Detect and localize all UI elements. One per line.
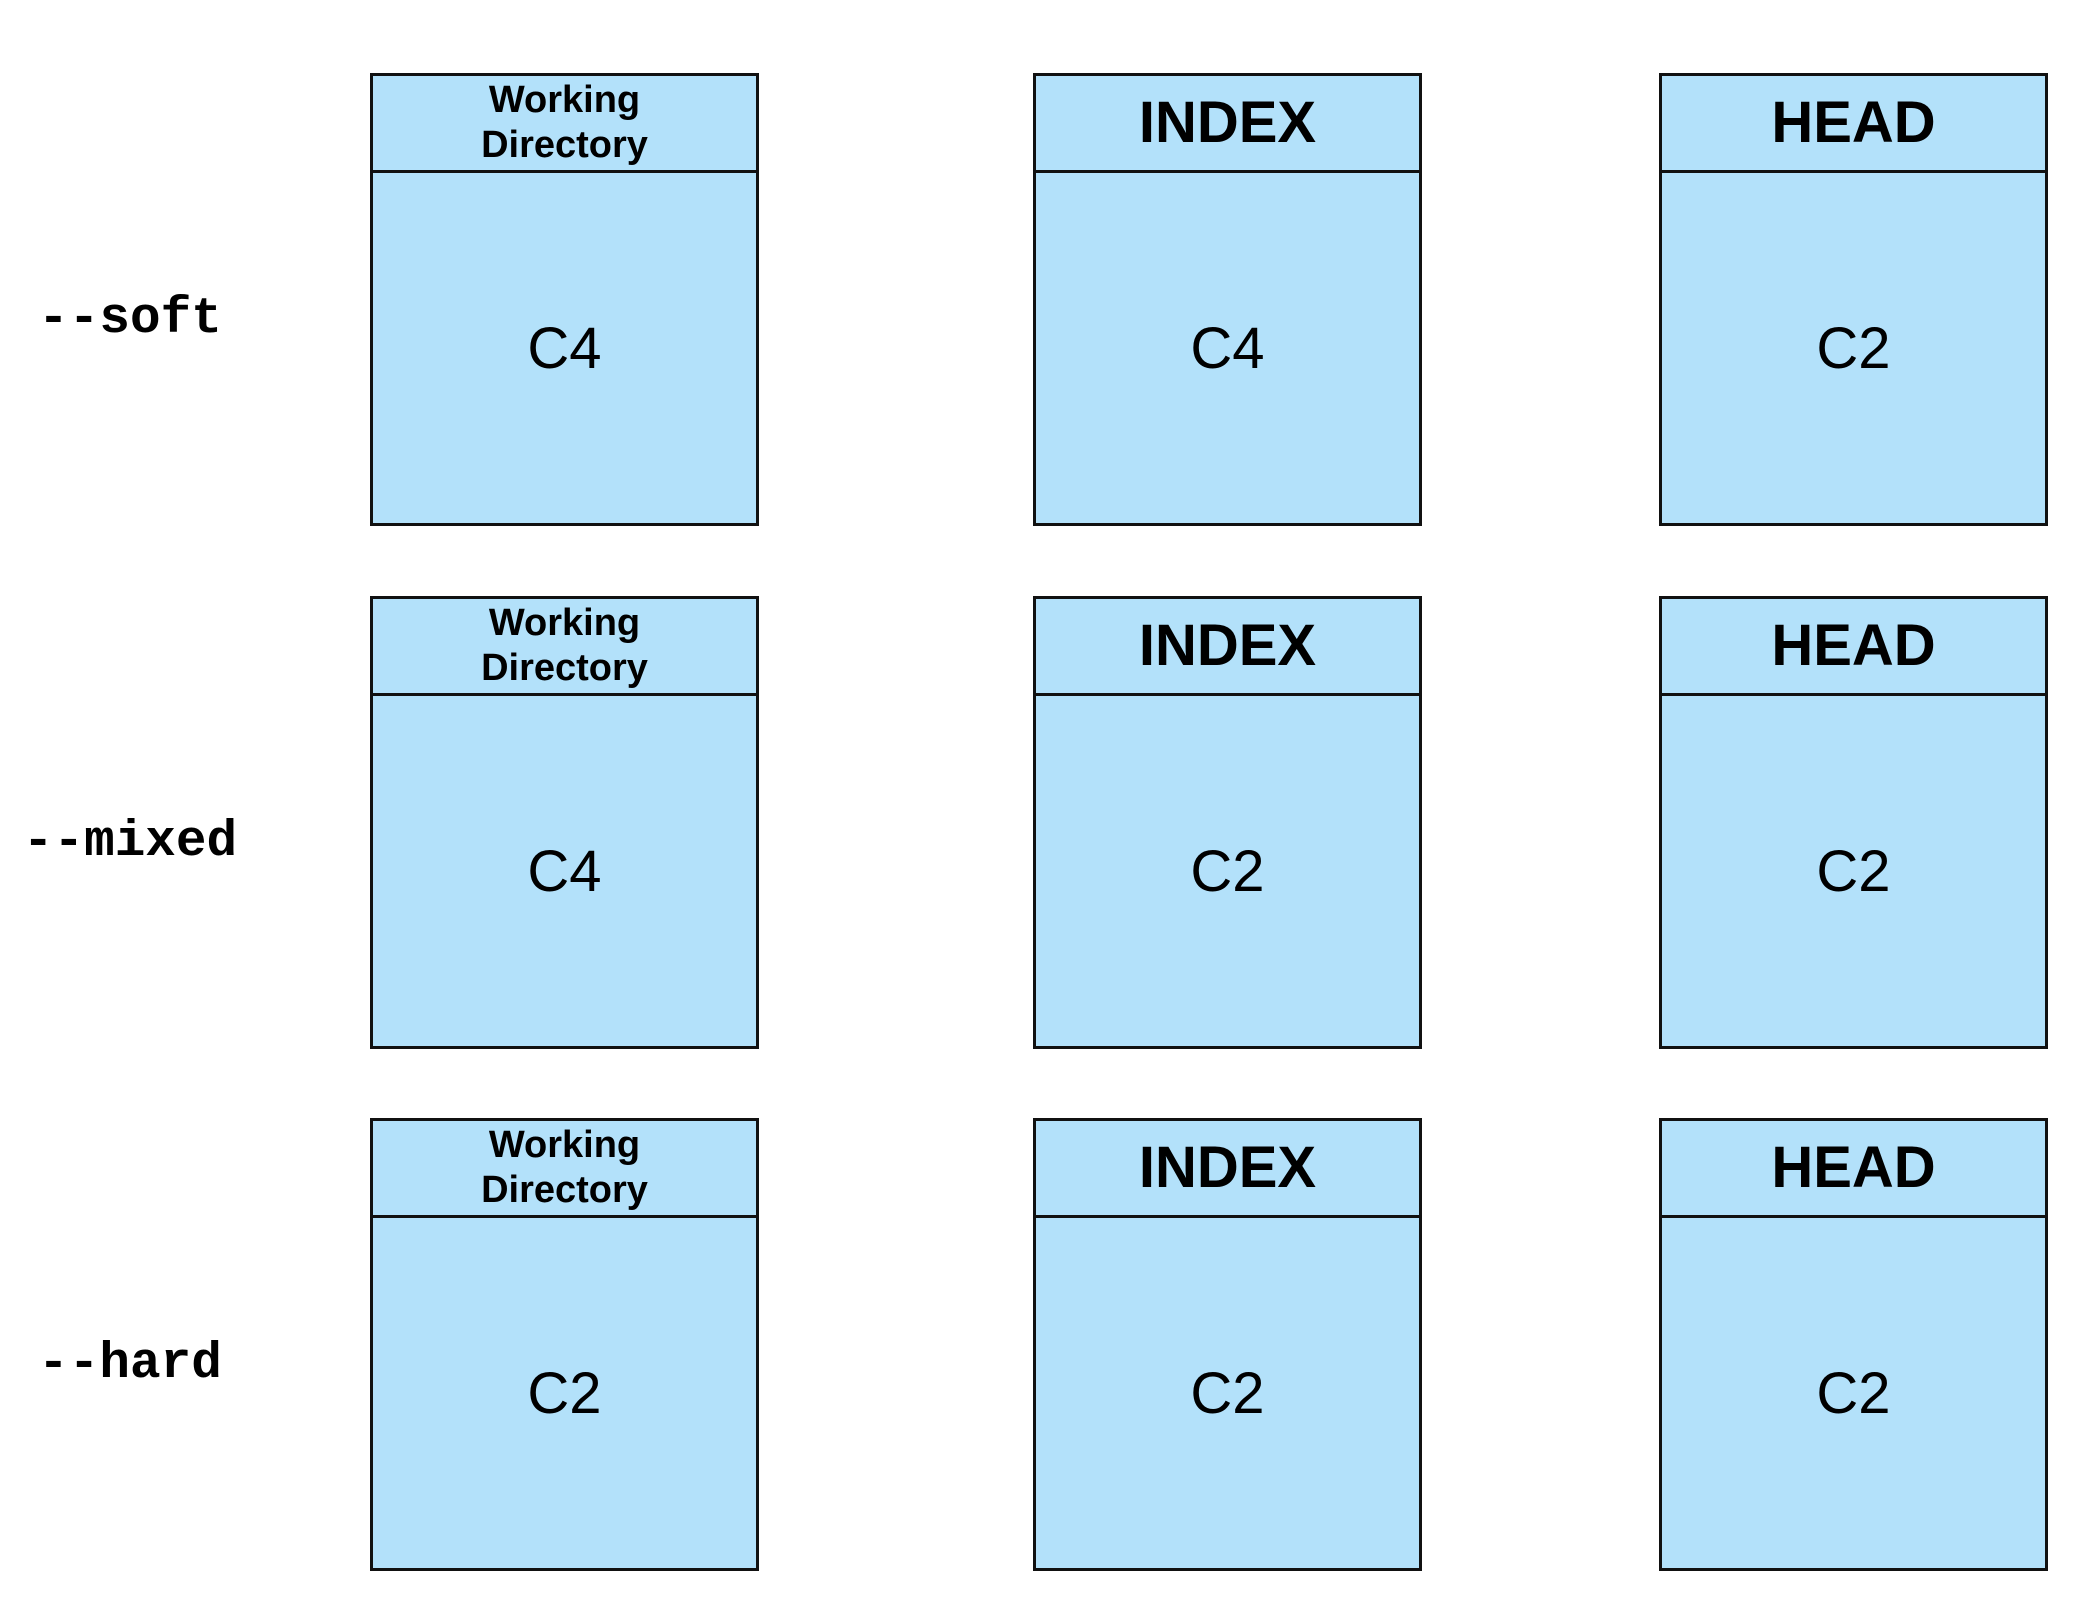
index-commit: C2: [1190, 838, 1265, 904]
head-header: HEAD: [1662, 76, 2045, 173]
mixed-index-box: INDEX C2: [1033, 596, 1422, 1049]
soft-head-box: HEAD C2: [1659, 73, 2048, 526]
working-directory-title-line2: Directory: [481, 124, 648, 166]
index-header: INDEX: [1036, 1121, 1419, 1218]
mixed-working-directory-box: Working Directory C4: [370, 596, 759, 1049]
head-commit: C2: [1816, 838, 1891, 904]
row-label-soft: --soft: [38, 291, 222, 348]
index-commit: C2: [1190, 1360, 1265, 1426]
working-directory-header: Working Directory: [373, 599, 756, 696]
hard-head-box: HEAD C2: [1659, 1118, 2048, 1571]
head-header: HEAD: [1662, 1121, 2045, 1218]
index-commit: C4: [1190, 315, 1265, 381]
working-directory-header: Working Directory: [373, 76, 756, 173]
index-header: INDEX: [1036, 76, 1419, 173]
hard-index-box: INDEX C2: [1033, 1118, 1422, 1571]
head-commit: C2: [1816, 1360, 1891, 1426]
working-directory-title-line2: Directory: [481, 1169, 648, 1211]
soft-index-box: INDEX C4: [1033, 73, 1422, 526]
working-directory-commit: C2: [527, 1360, 602, 1426]
row-label-mixed: --mixed: [22, 814, 238, 871]
working-directory-commit: C4: [527, 315, 602, 381]
working-directory-title-line1: Working: [488, 1124, 641, 1166]
working-directory-title-line1: Working: [488, 602, 641, 644]
row-label-hard: --hard: [38, 1336, 222, 1393]
hard-working-directory-box: Working Directory C2: [370, 1118, 759, 1571]
working-directory-header: Working Directory: [373, 1121, 756, 1218]
index-header: INDEX: [1036, 599, 1419, 696]
head-commit: C2: [1816, 315, 1891, 381]
working-directory-title-line2: Directory: [481, 647, 648, 689]
mixed-head-box: HEAD C2: [1659, 596, 2048, 1049]
soft-working-directory-box: Working Directory C4: [370, 73, 759, 526]
working-directory-title-line1: Working: [488, 79, 641, 121]
head-header: HEAD: [1662, 599, 2045, 696]
working-directory-commit: C4: [527, 838, 602, 904]
